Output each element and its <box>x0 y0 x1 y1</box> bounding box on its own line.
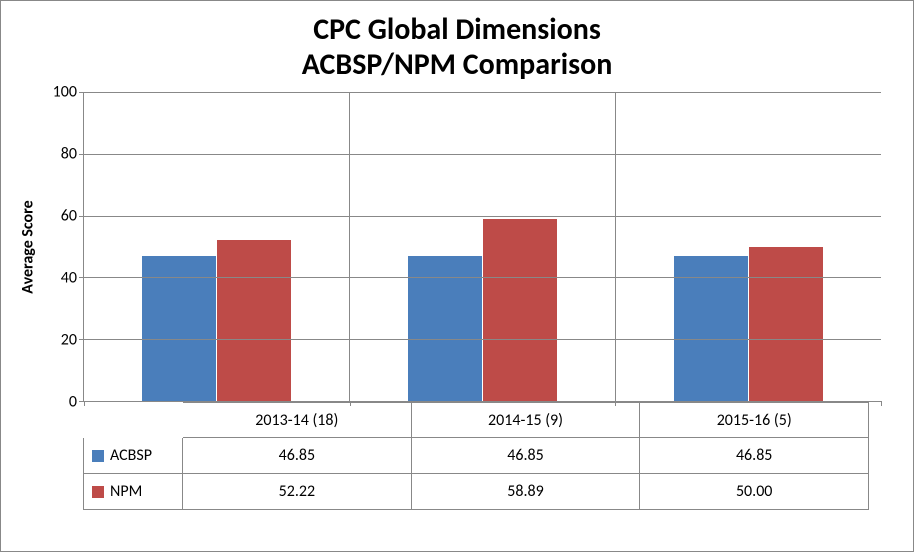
gridline <box>84 154 881 155</box>
chart-title-line1: CPC Global Dimensions <box>13 13 901 48</box>
y-axis-label: Average Score <box>19 200 38 293</box>
data-table-value-cell: 52.22 <box>183 474 412 510</box>
bar-groups <box>84 92 881 401</box>
chart-title-line2: ACBSP/NPM Comparison <box>13 48 901 83</box>
data-table-header-row: 2013-14 (18)2014-15 (9)2015-16 (5) <box>83 402 869 438</box>
legend-swatch-icon <box>92 450 104 462</box>
plot-wrap <box>83 92 901 402</box>
gridline <box>84 92 881 93</box>
chart-body: Average Score 020406080100 <box>13 92 901 402</box>
bar <box>483 219 557 401</box>
y-tick-label: 40 <box>61 269 77 288</box>
y-tick-label: 20 <box>61 331 77 350</box>
data-table: 2013-14 (18)2014-15 (9)2015-16 (5) ACBSP… <box>83 402 869 510</box>
data-table-value-cell: 46.85 <box>183 438 412 474</box>
x-tickmark <box>350 401 351 406</box>
data-table-series-row: NPM 52.2258.8950.00 <box>83 474 869 510</box>
y-tick-label: 100 <box>53 83 77 102</box>
y-tick-label: 0 <box>69 393 77 412</box>
bar-group <box>84 92 350 401</box>
data-table-series-row: ACBSP46.8546.8546.85 <box>83 438 869 474</box>
legend-cell: ACBSP <box>83 438 183 474</box>
data-table-corner-blank <box>83 402 183 438</box>
y-axis-ticks: 020406080100 <box>43 92 83 402</box>
legend-series-name: NPM <box>110 482 142 501</box>
data-table-value-cell: 46.85 <box>412 438 641 474</box>
x-tickmark <box>881 401 882 406</box>
gridline <box>84 339 881 340</box>
x-tickmark <box>84 401 85 406</box>
data-table-value-cell: 46.85 <box>640 438 869 474</box>
chart-title: CPC Global Dimensions ACBSP/NPM Comparis… <box>13 13 901 82</box>
data-table-category-cell: 2013-14 (18) <box>183 402 412 438</box>
legend-cell: NPM <box>83 474 183 510</box>
legend-series-name: ACBSP <box>110 446 152 465</box>
gridline <box>84 277 881 278</box>
x-tickmark <box>615 401 616 406</box>
y-tick-label: 60 <box>61 207 77 226</box>
data-table-value-cell: 50.00 <box>640 474 869 510</box>
bar <box>217 240 291 401</box>
y-axis-label-wrap: Average Score <box>13 92 43 402</box>
chart-container: CPC Global Dimensions ACBSP/NPM Comparis… <box>0 0 914 552</box>
gridline <box>84 216 881 217</box>
y-tick-label: 80 <box>61 145 77 164</box>
bar-group <box>616 92 881 401</box>
data-table-value-cell: 58.89 <box>412 474 641 510</box>
bar-group <box>350 92 616 401</box>
plot-area <box>83 92 881 402</box>
legend-swatch-icon <box>92 486 104 498</box>
data-table-category-cell: 2014-15 (9) <box>412 402 641 438</box>
data-table-category-cell: 2015-16 (5) <box>640 402 869 438</box>
bar <box>749 247 823 402</box>
